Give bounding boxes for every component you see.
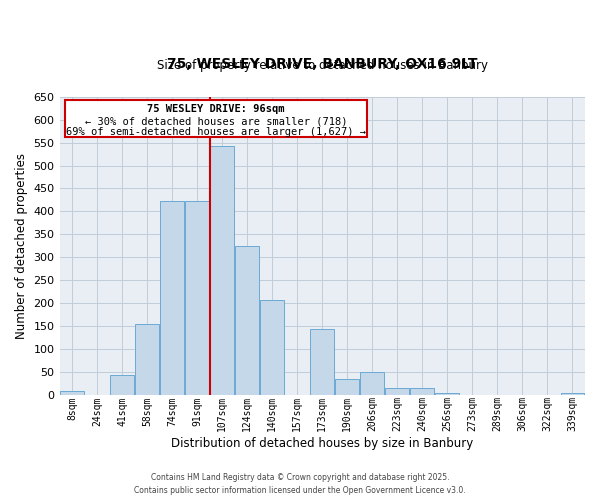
Bar — [560, 392, 584, 395]
Text: 69% of semi-detached houses are larger (1,627) →: 69% of semi-detached houses are larger (… — [66, 128, 366, 138]
FancyBboxPatch shape — [65, 100, 367, 137]
Bar — [436, 392, 459, 395]
Bar — [110, 375, 134, 395]
Bar — [260, 300, 284, 395]
Text: 75, WESLEY DRIVE, BANBURY, OX16 9LT: 75, WESLEY DRIVE, BANBURY, OX16 9LT — [167, 58, 478, 71]
Y-axis label: Number of detached properties: Number of detached properties — [15, 153, 28, 339]
Bar — [210, 146, 234, 395]
Bar — [185, 202, 209, 395]
Text: Contains HM Land Registry data © Crown copyright and database right 2025.
Contai: Contains HM Land Registry data © Crown c… — [134, 474, 466, 495]
Bar — [60, 391, 84, 395]
X-axis label: Distribution of detached houses by size in Banbury: Distribution of detached houses by size … — [171, 437, 473, 450]
Bar — [160, 202, 184, 395]
Bar — [385, 388, 409, 395]
Bar — [335, 379, 359, 395]
Bar — [410, 388, 434, 395]
Bar — [235, 246, 259, 395]
Bar — [135, 324, 159, 395]
Text: ← 30% of detached houses are smaller (718): ← 30% of detached houses are smaller (71… — [85, 116, 347, 126]
Bar — [361, 372, 384, 395]
Text: 75 WESLEY DRIVE: 96sqm: 75 WESLEY DRIVE: 96sqm — [147, 104, 284, 114]
Bar — [310, 329, 334, 395]
Title: Size of property relative to detached houses in Banbury: Size of property relative to detached ho… — [157, 59, 488, 72]
